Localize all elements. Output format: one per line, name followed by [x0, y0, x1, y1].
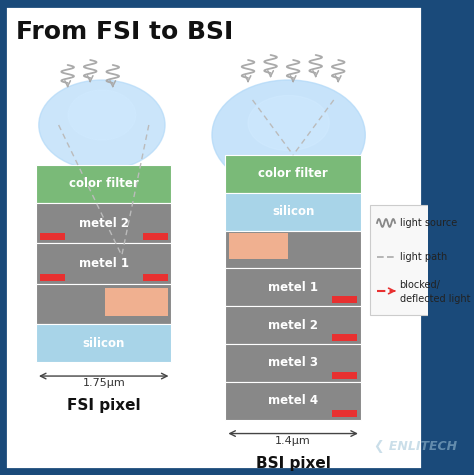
- Bar: [36, 203, 172, 243]
- Text: light path: light path: [400, 252, 447, 262]
- Ellipse shape: [39, 80, 165, 170]
- Bar: [36, 284, 172, 324]
- Text: color filter: color filter: [258, 167, 328, 180]
- Text: From FSI to BSI: From FSI to BSI: [16, 20, 234, 44]
- Bar: [36, 324, 172, 362]
- Text: metel 4: metel 4: [268, 394, 318, 407]
- Text: silicon: silicon: [272, 205, 314, 218]
- Bar: [332, 372, 357, 379]
- Bar: [332, 296, 357, 303]
- Bar: [36, 243, 172, 284]
- Text: FSI pixel: FSI pixel: [67, 398, 140, 413]
- Bar: [226, 155, 361, 193]
- Text: 1.4μm: 1.4μm: [275, 436, 311, 446]
- Bar: [226, 344, 361, 382]
- Bar: [370, 205, 474, 315]
- Ellipse shape: [248, 95, 329, 151]
- Bar: [226, 268, 361, 306]
- Ellipse shape: [68, 90, 136, 140]
- Text: ❮ ENLITECH: ❮ ENLITECH: [374, 440, 457, 454]
- Text: metel 3: metel 3: [268, 356, 318, 370]
- Text: blocked/: blocked/: [400, 280, 440, 290]
- Bar: [40, 233, 65, 240]
- Text: metel 1: metel 1: [79, 257, 129, 270]
- Text: metel 2: metel 2: [79, 217, 129, 229]
- Ellipse shape: [212, 80, 365, 190]
- Bar: [226, 306, 361, 344]
- Bar: [36, 165, 172, 203]
- Text: color filter: color filter: [69, 177, 138, 190]
- Text: 1.75μm: 1.75μm: [82, 378, 125, 388]
- Bar: [226, 193, 361, 230]
- Text: light source: light source: [400, 218, 457, 228]
- Bar: [332, 409, 357, 417]
- Bar: [229, 233, 288, 259]
- Bar: [226, 382, 361, 419]
- Bar: [332, 334, 357, 341]
- Bar: [226, 230, 361, 268]
- Text: metel 2: metel 2: [268, 319, 318, 332]
- Bar: [40, 274, 65, 281]
- Text: silicon: silicon: [82, 337, 125, 350]
- Bar: [143, 274, 168, 281]
- Text: deflected light: deflected light: [400, 294, 470, 304]
- Text: BSI pixel: BSI pixel: [255, 456, 330, 471]
- Bar: [105, 288, 168, 316]
- Text: metel 1: metel 1: [268, 281, 318, 294]
- Bar: [143, 233, 168, 240]
